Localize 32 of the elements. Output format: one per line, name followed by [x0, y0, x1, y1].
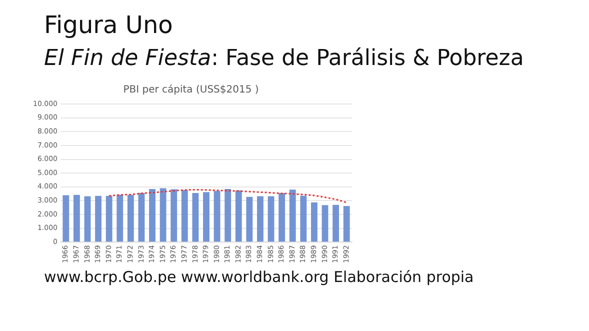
bar: [278, 192, 286, 242]
bar: [95, 196, 102, 242]
bar: [332, 204, 340, 242]
bar: [203, 192, 210, 242]
bar: [73, 194, 80, 242]
text: www.bcrp.Gob.pe www.worldbank.org Elaboración propia: [44, 268, 474, 286]
bar: [289, 190, 296, 242]
bar: [214, 191, 220, 242]
chart-title: Figura Uno: [44, 10, 173, 40]
chart-subtitle: El Fin de Fiesta: Fase de Parálisis & Pobreza: [44, 46, 524, 71]
bar: [116, 194, 124, 242]
bar: [246, 196, 253, 242]
bar: [170, 189, 178, 242]
bar: [127, 194, 134, 242]
bar: [268, 196, 274, 242]
bar: [192, 192, 199, 242]
bar: [343, 206, 350, 242]
bar: [181, 190, 188, 242]
bar: [138, 192, 145, 242]
bar: [149, 188, 156, 242]
bar: [62, 195, 70, 242]
bar: [84, 196, 91, 242]
bar: [224, 188, 232, 242]
text: PBI per cápita (USS$2015 ): [123, 84, 259, 96]
bar: [160, 188, 166, 242]
bar: [106, 196, 112, 242]
bar: [311, 202, 318, 242]
bar: [300, 196, 307, 242]
line-series: [108, 188, 348, 204]
bar: [257, 196, 264, 242]
bar: [322, 205, 328, 242]
bar: [235, 190, 242, 242]
